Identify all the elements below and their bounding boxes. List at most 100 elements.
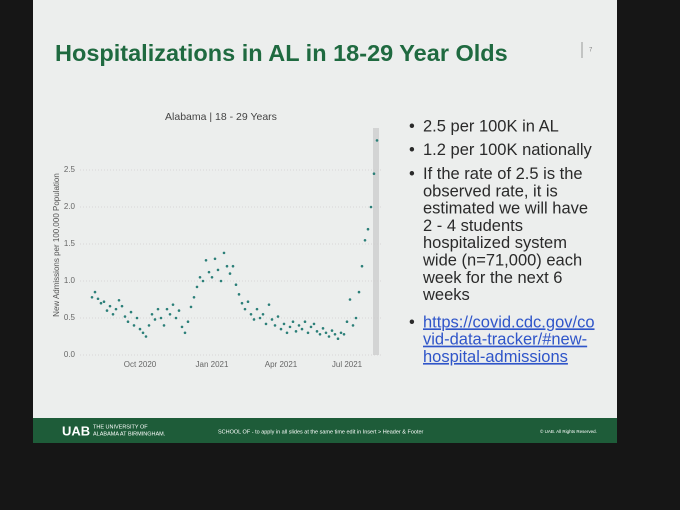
y-tick-label: 0.0 xyxy=(64,350,76,359)
data-point xyxy=(330,329,334,332)
data-point xyxy=(108,304,112,308)
data-point xyxy=(288,325,292,329)
bullet-text: 2.5 per 100K in AL xyxy=(423,117,559,135)
x-tick-label: Oct 2020 xyxy=(124,360,157,369)
data-point xyxy=(336,337,340,341)
data-point xyxy=(375,139,379,142)
data-point xyxy=(147,324,151,327)
data-point xyxy=(105,309,109,312)
footer-bar xyxy=(33,418,617,443)
data-point xyxy=(198,276,202,279)
footer-text: SCHOOL OF - to apply in all slides at th… xyxy=(218,429,424,435)
footer-university: ALABAMA AT BIRMINGHAM. xyxy=(93,431,166,437)
data-point xyxy=(102,300,106,304)
bullet-marker: • xyxy=(409,165,415,183)
data-point xyxy=(249,313,253,316)
data-point xyxy=(267,303,271,306)
data-point xyxy=(312,322,316,326)
data-point xyxy=(180,325,184,329)
y-tick-label: 1.5 xyxy=(64,239,76,248)
data-point xyxy=(189,305,193,309)
x-tick-label: Jan 2021 xyxy=(196,360,229,369)
data-point xyxy=(204,258,208,262)
y-axis-label: New Admissions per 100,000 Population xyxy=(52,173,61,317)
x-tick-label: Jul 2021 xyxy=(332,360,363,369)
bullet-text: week for the next 6 xyxy=(422,269,562,287)
data-point xyxy=(309,325,313,329)
data-point xyxy=(315,330,319,333)
data-point xyxy=(297,324,301,327)
data-point xyxy=(318,332,322,336)
data-point xyxy=(144,335,148,338)
data-point xyxy=(252,318,256,321)
data-point xyxy=(246,300,250,304)
page-number: 7 xyxy=(589,48,593,54)
link: https://covid.cdc.gov/co xyxy=(423,313,595,331)
y-tick-label: 2.5 xyxy=(64,165,76,174)
data-point xyxy=(273,324,277,327)
y-tick-label: 2.0 xyxy=(64,202,76,211)
footer-logo: UAB xyxy=(62,423,90,438)
data-point xyxy=(366,227,370,231)
data-point xyxy=(177,309,181,312)
data-point xyxy=(264,322,268,326)
data-point xyxy=(159,316,163,320)
data-point xyxy=(300,327,304,331)
link: hospital-admissions xyxy=(423,348,568,366)
data-point xyxy=(156,307,160,311)
data-point xyxy=(303,320,307,324)
data-point xyxy=(174,316,178,320)
data-point xyxy=(201,279,205,283)
bullet-text: hospitalized system xyxy=(423,234,567,252)
y-tick-label: 0.5 xyxy=(64,313,76,322)
shaded-region xyxy=(373,128,379,355)
bullet-marker: • xyxy=(409,141,415,159)
data-point xyxy=(117,298,121,302)
data-point xyxy=(195,285,199,289)
data-point xyxy=(357,290,361,294)
data-point xyxy=(270,318,274,321)
data-point xyxy=(219,279,223,283)
data-point xyxy=(360,264,364,268)
data-point xyxy=(213,257,217,261)
data-point xyxy=(234,283,238,287)
data-point xyxy=(225,264,229,268)
data-point xyxy=(261,313,265,316)
data-point xyxy=(339,331,343,335)
data-point xyxy=(114,307,118,311)
data-point xyxy=(90,295,94,299)
data-point xyxy=(243,307,247,311)
data-point xyxy=(282,322,286,326)
data-point xyxy=(258,316,262,320)
data-point xyxy=(192,295,196,299)
data-point xyxy=(132,324,136,327)
data-point xyxy=(135,316,139,320)
data-point xyxy=(150,313,154,316)
data-point xyxy=(126,320,130,324)
data-point xyxy=(168,313,172,316)
data-point xyxy=(120,304,124,308)
data-point xyxy=(255,307,259,311)
chart-title: Alabama | 18 - 29 Years xyxy=(165,111,277,123)
slide xyxy=(33,0,617,443)
data-point xyxy=(333,332,337,336)
data-point xyxy=(348,298,352,301)
data-point xyxy=(240,301,244,305)
data-point xyxy=(228,272,232,275)
data-point xyxy=(324,331,328,335)
data-point xyxy=(96,297,100,301)
data-point xyxy=(210,276,214,279)
data-point xyxy=(171,303,175,306)
data-point xyxy=(321,327,325,330)
data-point xyxy=(129,310,133,314)
data-point xyxy=(99,301,103,305)
bullet-text: 2 - 4 students xyxy=(423,217,523,235)
x-tick-label: Apr 2021 xyxy=(265,360,298,369)
data-point xyxy=(207,270,211,274)
bullet-list: • 2.5 per 100K in AL • 1.2 per 100K nationa… xyxy=(409,117,595,366)
data-point xyxy=(369,205,373,209)
data-point xyxy=(345,320,349,324)
data-point xyxy=(276,315,280,318)
bullet-text: weeks xyxy=(422,286,470,304)
y-tick-label: 1.0 xyxy=(64,276,76,285)
